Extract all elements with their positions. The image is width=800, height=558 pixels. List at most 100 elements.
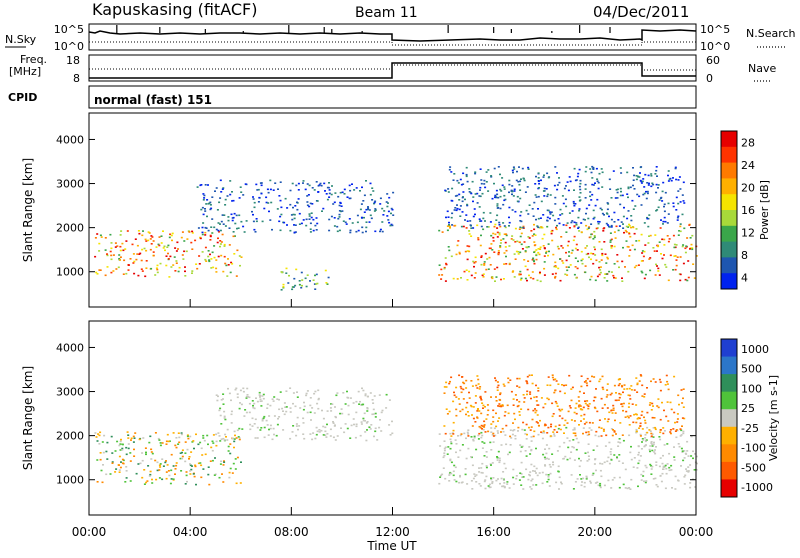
range-cell <box>132 253 135 255</box>
range-cell <box>253 423 256 425</box>
range-cell <box>497 196 500 199</box>
range-cell <box>127 443 130 445</box>
range-cell <box>642 178 645 180</box>
range-cell <box>629 415 632 417</box>
range-cell <box>212 266 215 269</box>
range-cell <box>106 254 109 257</box>
range-cell <box>532 484 535 486</box>
range-cell <box>471 414 473 416</box>
range-cell <box>222 481 225 483</box>
range-cell <box>202 434 205 437</box>
range-cell <box>535 447 537 450</box>
range-cell <box>480 220 483 222</box>
range-cell <box>606 389 609 391</box>
range-cell <box>356 214 359 217</box>
range-cell <box>183 240 186 242</box>
range-cell <box>592 399 595 402</box>
range-cell <box>133 272 136 275</box>
range-cell <box>456 204 458 206</box>
range-cell <box>612 407 615 410</box>
range-cell <box>535 409 538 412</box>
colorbar-band <box>721 479 737 498</box>
range-cell <box>617 399 620 401</box>
range-cell <box>473 473 476 475</box>
range-cell <box>651 402 654 405</box>
range-cell <box>624 266 626 268</box>
range-cell <box>105 473 108 476</box>
range-cell <box>151 478 153 481</box>
range-cell <box>296 201 298 204</box>
range-cell <box>223 410 226 413</box>
range-cell <box>379 419 381 421</box>
range-cell <box>268 415 271 417</box>
range-cell <box>579 182 582 185</box>
range-cell <box>592 184 595 186</box>
range-cell <box>679 223 682 225</box>
range-cell <box>451 212 454 215</box>
range-cell <box>591 165 594 168</box>
range-cell <box>613 221 616 223</box>
range-cell <box>235 214 238 217</box>
range-cell <box>648 404 651 406</box>
range-cell <box>362 200 365 202</box>
range-cell <box>588 421 591 424</box>
range-cell <box>214 190 216 192</box>
range-cell <box>455 209 458 212</box>
range-cell <box>518 386 521 389</box>
range-cell <box>601 254 604 257</box>
range-cell <box>549 472 552 475</box>
colorbar-tick-label: 500 <box>741 363 762 376</box>
range-cell <box>201 233 204 236</box>
range-cell <box>145 249 148 252</box>
range-cell <box>562 457 565 460</box>
range-cell <box>683 450 686 452</box>
range-cell <box>506 481 509 483</box>
range-cell <box>496 193 499 196</box>
range-cell <box>472 438 475 441</box>
range-cell <box>545 250 548 253</box>
range-cell <box>224 262 227 265</box>
range-cell <box>353 189 356 191</box>
range-cell <box>224 418 227 421</box>
range-cell <box>121 443 124 446</box>
range-cell <box>628 255 631 257</box>
range-cell <box>673 411 676 414</box>
range-cell <box>526 279 528 282</box>
range-cell <box>582 418 585 420</box>
range-cell <box>694 486 697 488</box>
range-cell <box>572 202 575 205</box>
range-cell <box>565 231 568 233</box>
power-ylabel: Slant Range [km] <box>21 158 35 262</box>
range-cell <box>278 416 281 418</box>
range-cell <box>472 406 475 408</box>
range-cell <box>554 275 557 278</box>
range-cell <box>488 247 491 250</box>
range-cell <box>503 263 506 265</box>
range-cell <box>528 446 531 448</box>
range-cell <box>498 233 501 236</box>
range-cell <box>296 396 299 398</box>
range-cell <box>242 387 245 390</box>
range-cell <box>209 253 211 256</box>
y-tick-label: 3000 <box>56 386 84 399</box>
range-cell <box>494 223 497 226</box>
range-cell <box>651 433 654 435</box>
range-cell <box>236 429 239 432</box>
range-cell <box>485 418 488 420</box>
range-cell <box>446 225 449 227</box>
range-cell <box>546 172 549 175</box>
range-cell <box>504 241 507 244</box>
range-cell <box>349 197 352 200</box>
range-cell <box>497 250 500 252</box>
range-cell <box>466 483 469 485</box>
range-cell <box>361 231 364 234</box>
range-cell <box>191 232 194 234</box>
range-cell <box>349 397 352 399</box>
range-cell <box>294 231 297 233</box>
range-cell <box>481 441 484 443</box>
range-cell <box>682 397 684 400</box>
range-cell <box>130 439 132 441</box>
range-cell <box>343 431 346 434</box>
range-cell <box>449 447 452 450</box>
range-cell <box>335 394 338 397</box>
